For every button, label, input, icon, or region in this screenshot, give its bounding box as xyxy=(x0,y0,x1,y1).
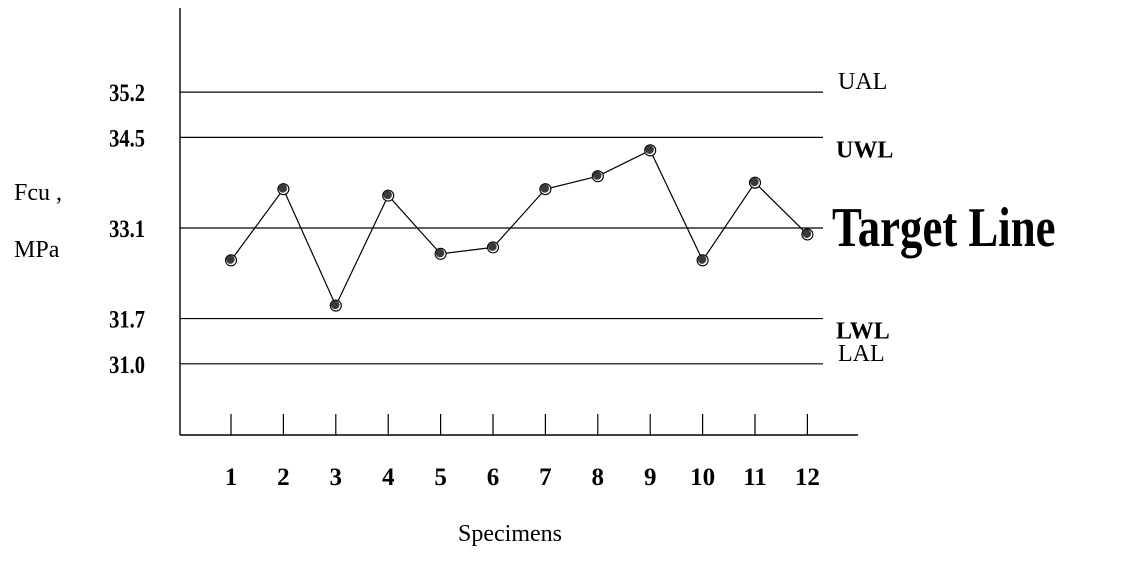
control-line-label-target-line: Target Line xyxy=(832,196,1056,258)
x-tick-label: 9 xyxy=(644,464,657,491)
x-tick-label: 12 xyxy=(795,464,820,491)
x-tick-label: 2 xyxy=(277,464,290,491)
y-tick-label: 31.0 xyxy=(109,351,145,378)
x-tick-label: 6 xyxy=(487,464,500,491)
data-point xyxy=(591,170,604,183)
data-point xyxy=(696,254,709,267)
data-point xyxy=(748,176,762,189)
x-tick-label: 4 xyxy=(382,464,395,491)
y-axis-label-line-2: MPa xyxy=(14,237,60,263)
control-line-label-lwl: LWL xyxy=(836,319,890,345)
data-point xyxy=(382,189,395,202)
data-point xyxy=(801,228,814,241)
y-tick-label: 31.7 xyxy=(109,306,145,333)
x-tick-label: 1 xyxy=(225,464,238,491)
x-tick-label: 3 xyxy=(330,464,343,491)
x-tick-label: 11 xyxy=(743,464,767,491)
x-tick-label: 8 xyxy=(592,464,605,491)
x-tick-label: 5 xyxy=(434,464,447,491)
y-tick-label: 33.1 xyxy=(109,215,145,242)
data-point xyxy=(539,183,552,196)
x-tick-label: 7 xyxy=(539,464,552,491)
series-line xyxy=(230,149,808,308)
control-line-label-lal: LAL xyxy=(838,341,885,367)
data-point xyxy=(486,241,500,254)
data-point xyxy=(329,299,342,312)
data-point xyxy=(277,183,290,196)
data-point xyxy=(224,254,238,267)
control-line-label-uwl: UWL xyxy=(836,137,893,163)
y-axis-label-line-1: Fcu , xyxy=(14,180,62,206)
x-tick-label: 10 xyxy=(690,464,715,491)
y-tick-labels: 35.2 34.5 33.1 31.7 31.0 xyxy=(109,79,145,378)
y-tick-label: 34.5 xyxy=(109,125,145,152)
data-point xyxy=(644,144,657,157)
x-ticks: 1 2 3 4 5 6 7 8 9 10 11 12 xyxy=(225,414,820,491)
x-axis-label: Specimens xyxy=(458,521,562,547)
control-line-label-ual: UAL xyxy=(838,69,887,95)
data-series xyxy=(224,144,814,312)
y-tick-label: 35.2 xyxy=(109,79,145,106)
data-point xyxy=(434,247,447,260)
